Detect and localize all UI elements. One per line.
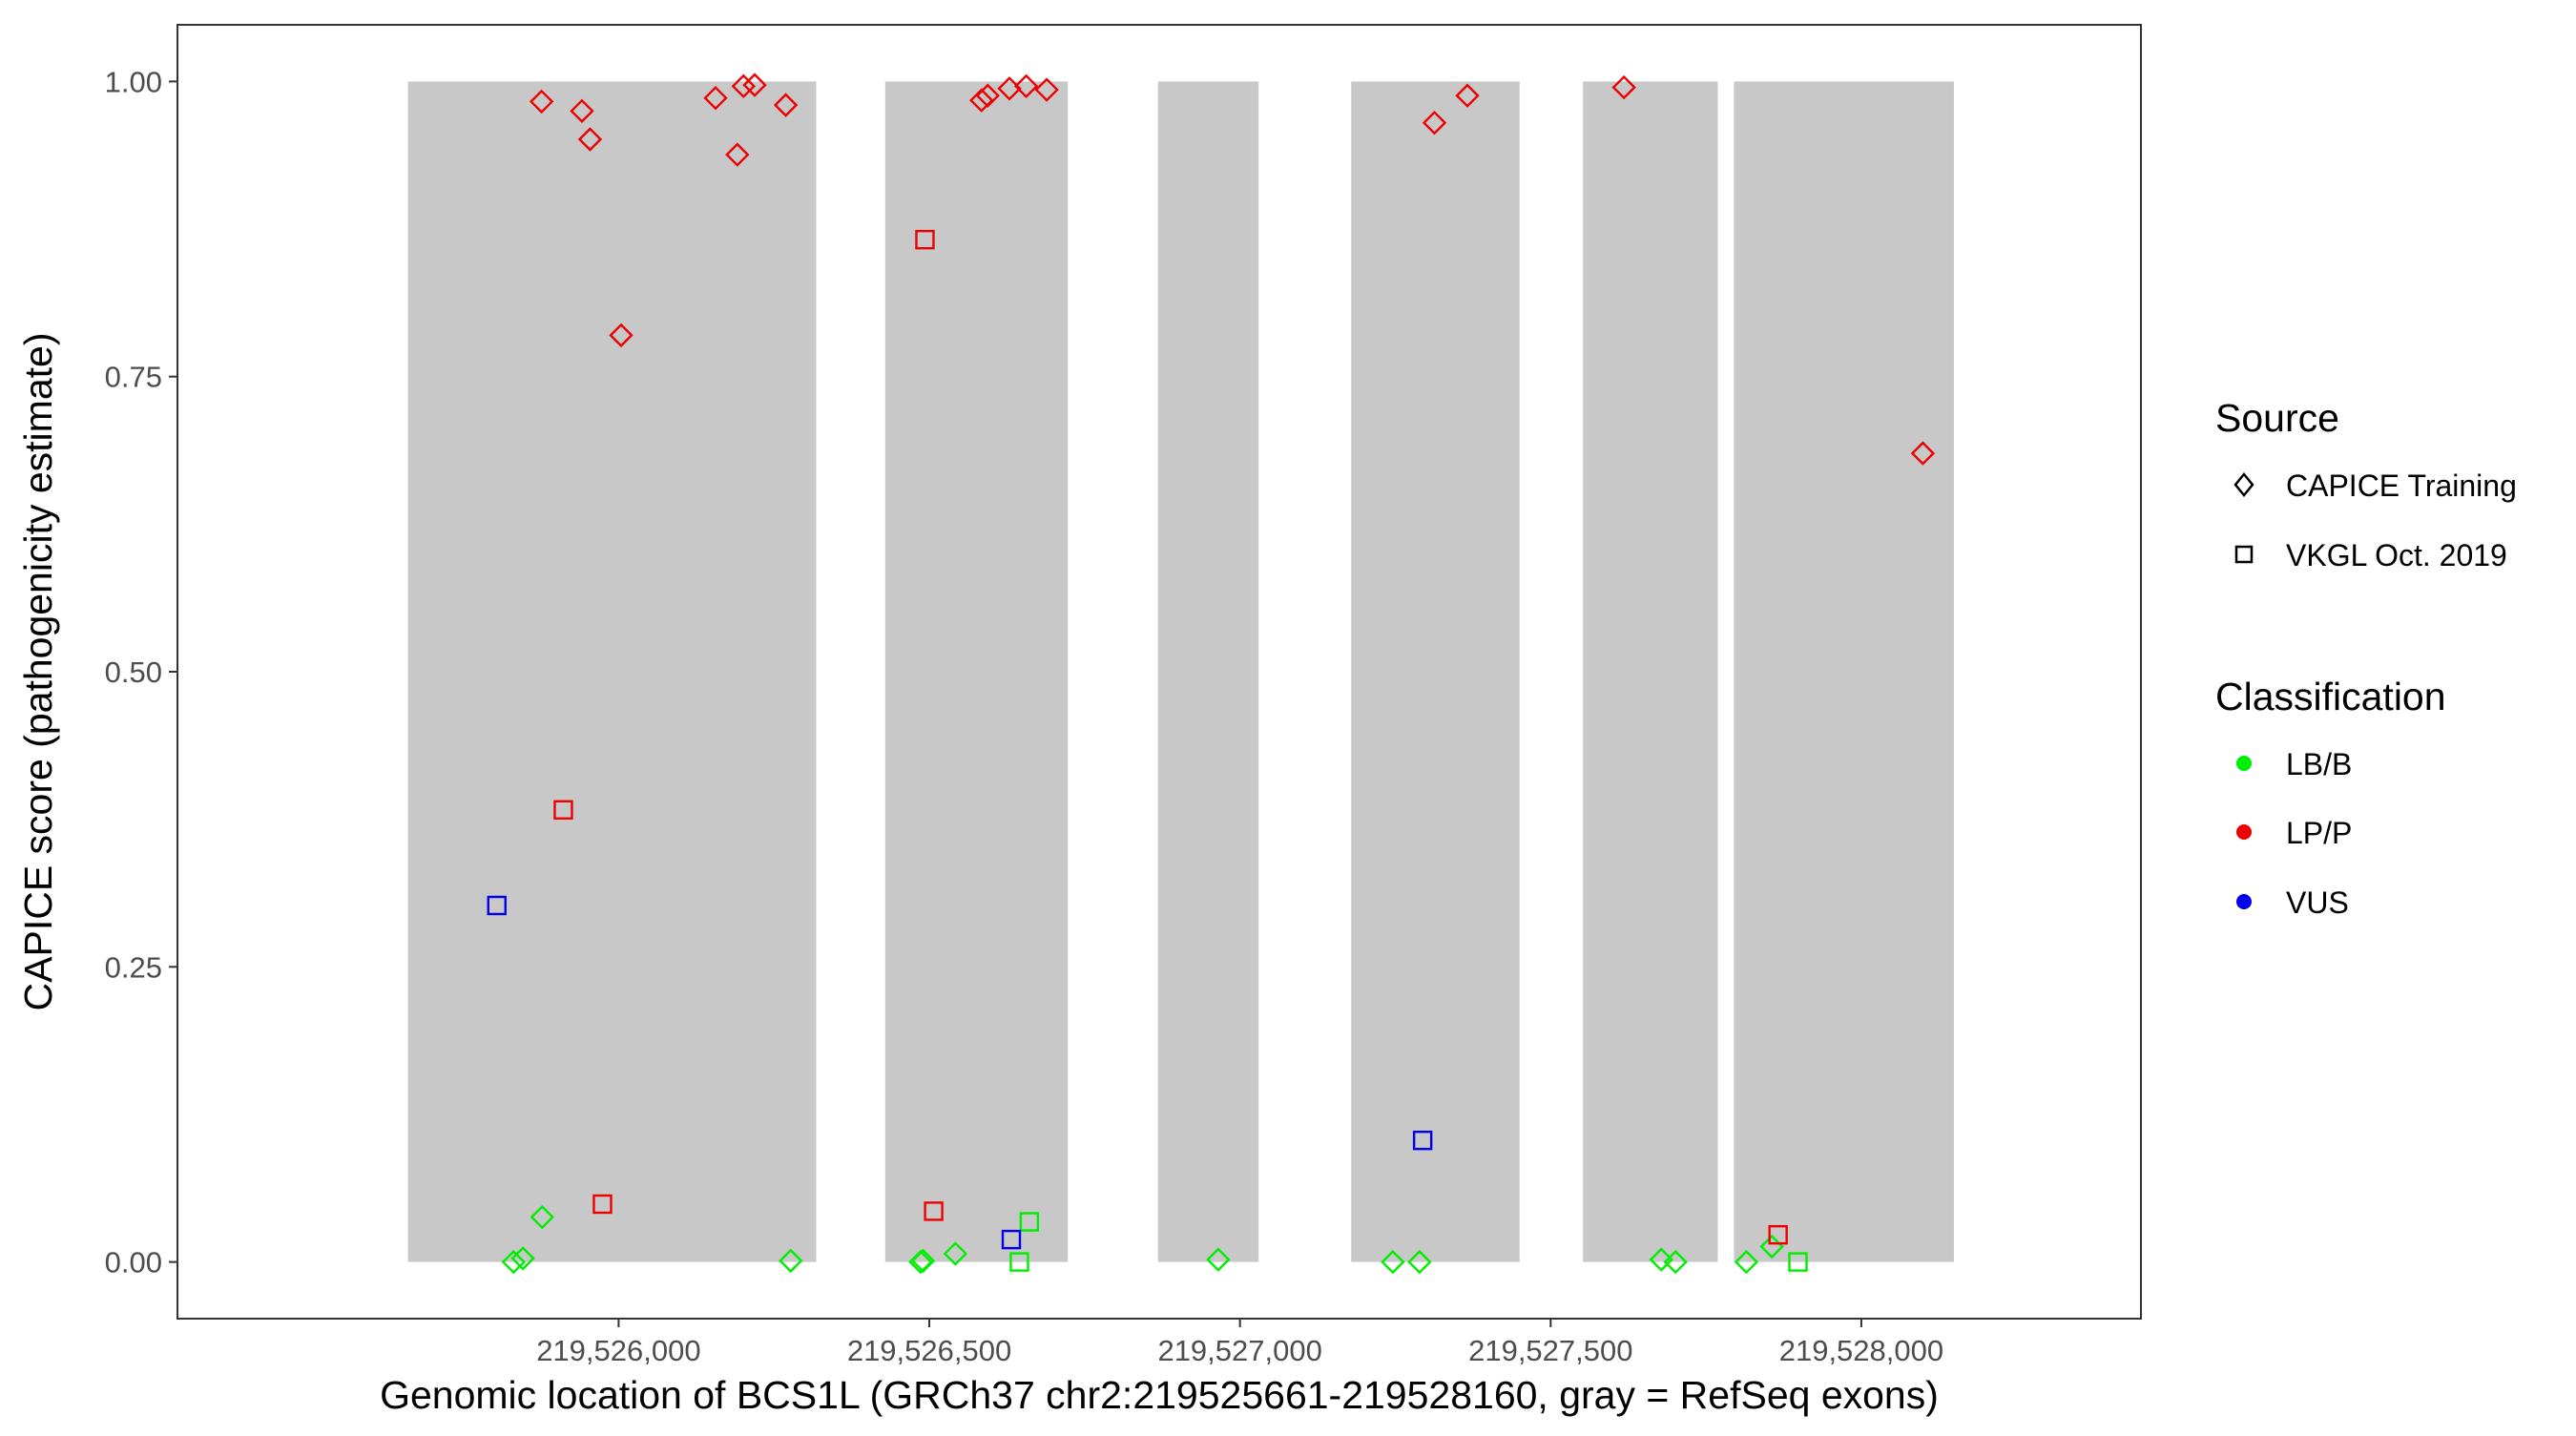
data-point-diamond-lpp	[1455, 83, 1480, 108]
legend-classification-item-lbb: LB/B	[2286, 747, 2352, 781]
data-point-diamond-lpp	[742, 73, 767, 97]
data-point-diamond-lpp	[969, 88, 994, 113]
legend-lbb-dot-icon	[2236, 756, 2252, 771]
legend-square-icon	[2234, 545, 2254, 564]
legend-classification-item-lpp: LP/P	[2286, 816, 2352, 850]
data-point-square-lpp	[915, 229, 935, 250]
legend-diamond-icon	[2233, 472, 2254, 497]
data-point-diamond-lpp	[975, 83, 1000, 108]
data-point-square-vus	[1412, 1130, 1433, 1151]
data-point-diamond-lbb	[510, 1246, 535, 1271]
data-point-square-lpp	[924, 1201, 944, 1221]
legend-source: Source CAPICE Training VKGL Oct. 2019	[2215, 396, 2517, 572]
data-point-diamond-lbb	[530, 1204, 554, 1230]
legend-vus-dot-icon	[2236, 894, 2252, 909]
legend-classification-item-vus: VUS	[2286, 885, 2349, 920]
y-tick-label: 0.50	[105, 656, 162, 689]
data-point-square-lpp	[553, 800, 573, 820]
data-point-diamond-lbb	[1381, 1249, 1405, 1275]
data-point-square-vus	[1001, 1229, 1022, 1250]
legend-classification: Classification LB/B LP/P VUS	[2215, 675, 2446, 920]
data-point-diamond-lbb	[1663, 1249, 1688, 1275]
data-point-diamond-lpp	[570, 98, 594, 124]
legend-classification-title: Classification	[2215, 675, 2446, 718]
data-point-diamond-lbb	[910, 1248, 936, 1274]
data-point-diamond-lpp	[577, 127, 603, 152]
x-axis-title: Genomic location of BCS1L (GRCh37 chr2:2…	[380, 1373, 1939, 1417]
data-point-diamond-lbb	[501, 1249, 527, 1275]
x-tick-label: 219,527,000	[1157, 1334, 1321, 1367]
data-point-square-lpp	[592, 1194, 613, 1215]
data-point-diamond-lpp	[725, 142, 750, 167]
y-tick-label: 0.25	[105, 950, 162, 984]
legend-lpp-dot-icon	[2236, 824, 2252, 840]
data-point-diamond-lbb	[1206, 1247, 1231, 1272]
data-point-square-vus	[487, 895, 507, 916]
exon-band-1	[407, 81, 817, 1262]
data-point-diamond-lpp	[1422, 110, 1447, 135]
data-point-diamond-lbb	[943, 1241, 968, 1266]
data-point-diamond-lbb	[1649, 1247, 1673, 1272]
legend-source-item-vkgl: VKGL Oct. 2019	[2286, 538, 2507, 572]
data-point-diamond-lbb	[779, 1248, 803, 1274]
exon-band-3	[1157, 81, 1259, 1262]
data-point-diamond-lpp	[731, 73, 757, 99]
data-point-diamond-lpp	[609, 323, 634, 348]
data-point-diamond-lbb	[1407, 1249, 1432, 1275]
data-point-diamond-lpp	[1910, 441, 1936, 466]
exon-band-6	[1734, 81, 1954, 1262]
data-point-diamond-lpp	[773, 93, 799, 117]
data-point-diamond-lpp	[1611, 74, 1636, 100]
exon-band-2	[884, 81, 1069, 1262]
x-tick-label: 219,527,500	[1468, 1334, 1632, 1367]
data-point-diamond-lpp	[1034, 77, 1059, 102]
x-tick-label: 219,526,000	[536, 1334, 700, 1367]
data-point-square-lpp	[1768, 1224, 1788, 1245]
x-axis: 219,526,000 219,526,500 219,527,000 219,527…	[536, 1319, 1943, 1367]
data-point-square-lbb	[1788, 1252, 1808, 1272]
data-point-diamond-lpp	[1013, 73, 1039, 99]
data-point-diamond-lpp	[529, 89, 554, 114]
exon-bands	[407, 81, 1954, 1262]
y-axis: 0.00 0.25 0.50 0.75 1.00	[105, 65, 177, 1280]
data-point-square-lbb	[1009, 1252, 1029, 1272]
exon-band-5	[1583, 81, 1718, 1262]
y-tick-label: 0.00	[105, 1246, 162, 1280]
data-point-diamond-lbb	[1734, 1249, 1759, 1275]
x-tick-label: 219,528,000	[1779, 1334, 1943, 1367]
data-point-square-lbb	[1019, 1212, 1040, 1232]
legend-source-title: Source	[2215, 396, 2339, 440]
legend-source-item-training: CAPICE Training	[2286, 468, 2517, 503]
data-points	[487, 73, 1936, 1275]
exon-band-4	[1351, 81, 1520, 1262]
data-point-diamond-lpp	[703, 86, 728, 111]
y-tick-label: 1.00	[105, 65, 162, 98]
y-axis-title: CAPICE score (pathogenicity estimate)	[16, 333, 60, 1011]
x-tick-label: 219,526,500	[847, 1334, 1011, 1367]
y-tick-label: 0.75	[105, 361, 162, 394]
